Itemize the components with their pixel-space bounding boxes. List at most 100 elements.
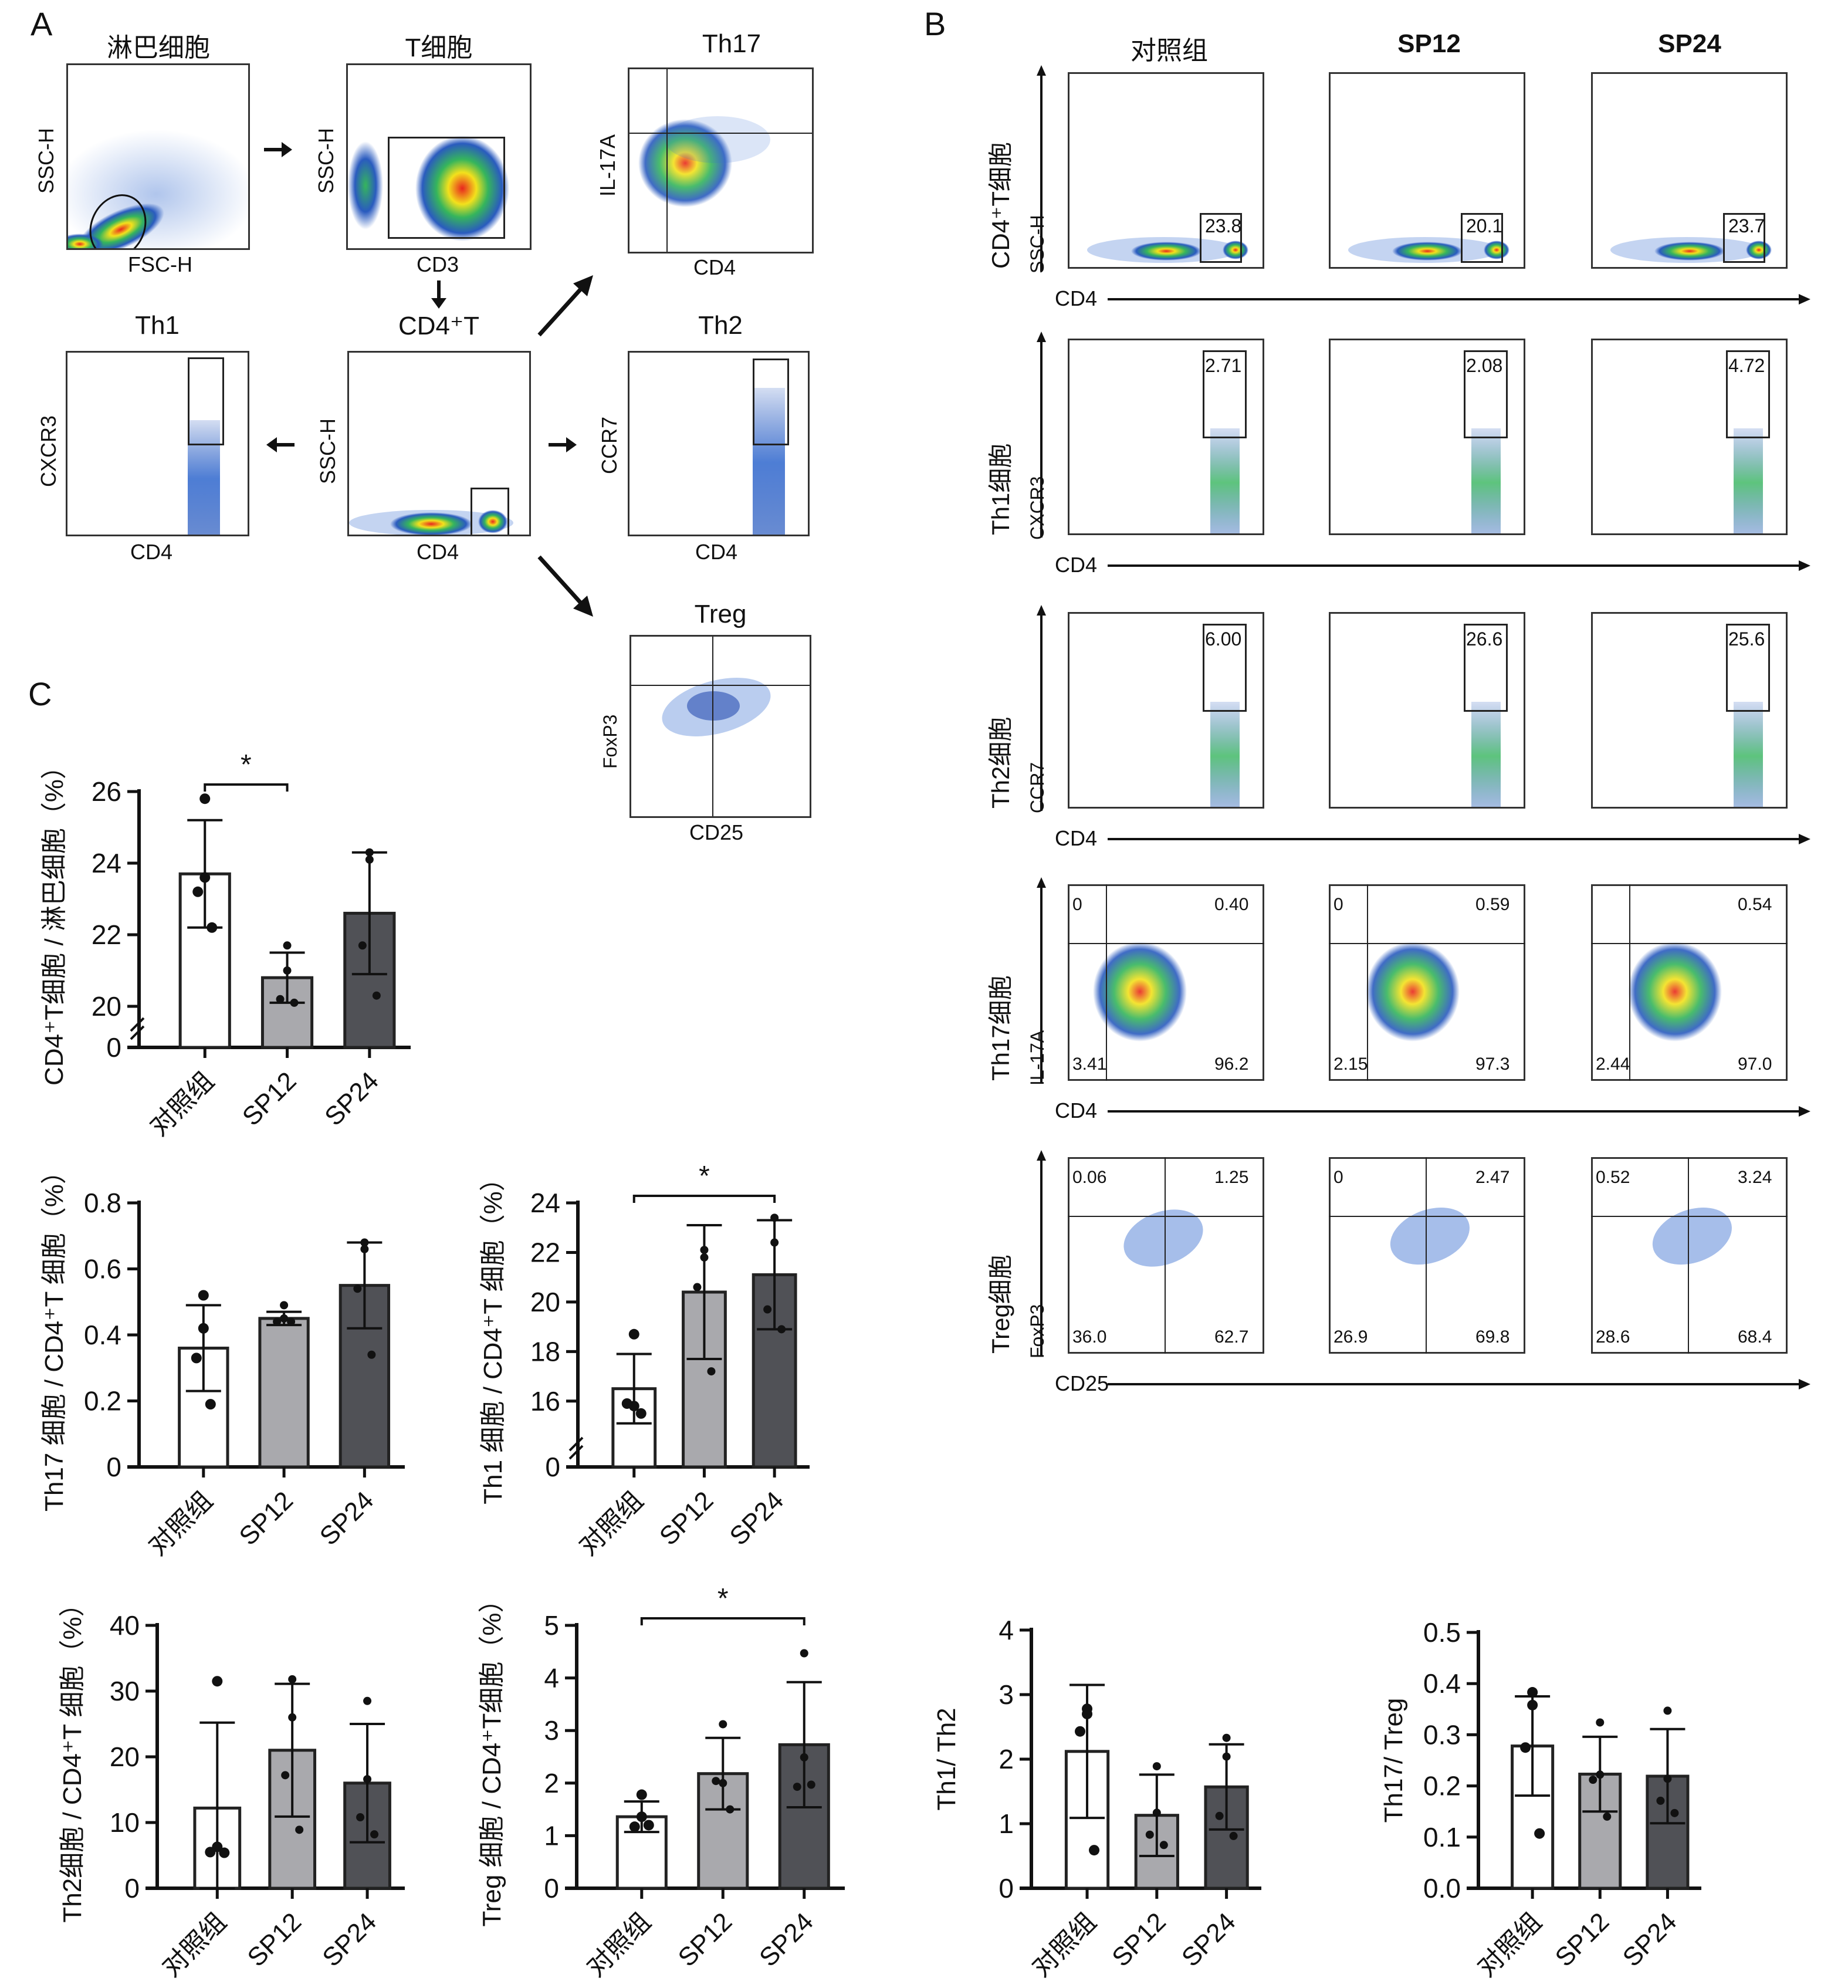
bar [682, 1290, 727, 1469]
bar [1511, 1744, 1555, 1890]
quadrant-line-h [1068, 943, 1264, 944]
data-point [370, 1830, 379, 1839]
y-axis-label: CXCR3 [1027, 476, 1048, 540]
row-label-text: Th17细胞 [987, 975, 1014, 1081]
axis-break-mark [130, 1025, 145, 1040]
y-axis-label: Th17/ Treg [1379, 1698, 1408, 1823]
facs-plot-cd4t [347, 351, 531, 536]
data-point [707, 1367, 716, 1376]
bar [178, 872, 231, 1049]
y-tick-label: 30 [110, 1676, 140, 1706]
data-point [1603, 1812, 1612, 1821]
data-point [800, 1753, 808, 1762]
data-point [1159, 1841, 1168, 1850]
data-point [198, 1290, 209, 1301]
x-tick-label: SP24 [319, 1066, 384, 1131]
arrow-down-right-icon [537, 555, 593, 617]
quadrant-line-v [1629, 884, 1630, 1081]
data-point [1534, 1828, 1545, 1839]
data-point [192, 886, 204, 897]
gate-percentage: 23.7 [1728, 215, 1765, 236]
quadrant-value-ll: 2.44 [1596, 1054, 1630, 1074]
y-axis-arrow-icon [1037, 65, 1046, 271]
y-tick-label: 4 [544, 1663, 559, 1693]
row-label: Th17细胞 [981, 975, 1017, 1081]
data-point [280, 1314, 289, 1323]
x-tick-label: SP24 [314, 1486, 380, 1551]
data-point [1670, 1808, 1679, 1817]
gate [1200, 213, 1242, 263]
x-tick-label: SP12 [233, 1486, 299, 1551]
data-point [1089, 1845, 1100, 1856]
bar [611, 1387, 657, 1469]
bar [1204, 1785, 1249, 1890]
data-point [1152, 1762, 1161, 1771]
facs-plot [1329, 72, 1525, 269]
data-point [363, 1696, 372, 1705]
y-label-treg: FoxP3 [600, 714, 621, 769]
x-tick-label: SP24 [754, 1907, 819, 1972]
y-tick-label: 2 [999, 1744, 1014, 1774]
y-axis-label: Th1 细胞 / CD4⁺T 细胞（%） [479, 1165, 507, 1504]
data-point [1075, 1726, 1086, 1737]
row-label: Th2细胞 [981, 717, 1017, 809]
x-label-th1: CD4 [130, 540, 173, 564]
quadrant-line-h [1591, 943, 1788, 944]
significance-bracket [640, 1617, 805, 1625]
quadrant-value-ll: 26.9 [1333, 1327, 1368, 1347]
significance-star: * [699, 1161, 710, 1192]
x-label-treg: CD25 [689, 820, 744, 844]
gate-percentage: 25.6 [1728, 628, 1765, 650]
gate [1723, 213, 1765, 263]
data-point [777, 1325, 786, 1334]
quadrant-value-ul: 0 [1333, 1168, 1343, 1187]
x-axis-arrow-icon [1108, 560, 1810, 571]
facs-plot-lymph [66, 63, 250, 250]
bar [193, 1806, 242, 1890]
data-point [1222, 1752, 1231, 1761]
data-point [1656, 1796, 1665, 1805]
x-label-th2: CD4 [695, 540, 738, 564]
gate [1464, 624, 1508, 712]
bar [697, 1772, 749, 1890]
y-label-th17: IL-17A [595, 134, 620, 197]
row-label-text: Th1细胞 [987, 443, 1014, 535]
data-point [1589, 1776, 1597, 1784]
y-tick-label: 3 [999, 1679, 1014, 1710]
x-tick-label: 对照组 [144, 1066, 219, 1141]
data-point [295, 1825, 304, 1834]
bar [260, 976, 314, 1049]
plot-title-th2: Th2 [698, 311, 743, 340]
x-label-tcell: CD3 [417, 252, 459, 276]
x-tick-label: SP12 [1106, 1907, 1172, 1972]
data-point [719, 1720, 727, 1729]
quadrant-value-lr: 97.3 [1475, 1054, 1510, 1074]
data-point [205, 1399, 216, 1410]
x-tick-label: 对照组 [574, 1486, 649, 1561]
data-point [276, 995, 285, 1003]
x-tick-label: SP24 [1176, 1907, 1241, 1972]
y-tick-label: 10 [110, 1807, 140, 1838]
data-point [793, 1783, 801, 1791]
x-axis-label: CD4 [1055, 826, 1098, 850]
quadrant-value-ll: 36.0 [1072, 1327, 1107, 1347]
quadrant-line-h [1329, 943, 1525, 944]
x-axis-label: CD4 [1055, 553, 1098, 577]
x-tick-label: SP24 [724, 1486, 789, 1551]
bar [339, 1284, 391, 1469]
data-point [726, 1805, 735, 1814]
y-label-th1: CXCR3 [36, 415, 60, 487]
y-tick-label: 2 [544, 1768, 559, 1798]
y-axis-arrow-icon [1037, 877, 1046, 1083]
panel-b-label: B [924, 5, 946, 42]
data-point [360, 1238, 369, 1247]
y-tick-label: 1 [544, 1820, 559, 1851]
data-point [712, 1777, 720, 1786]
gate-percentage: 2.08 [1466, 355, 1503, 376]
bar [1134, 1814, 1179, 1890]
bar [178, 1347, 229, 1469]
data-point [281, 1771, 290, 1780]
axis-break-mark [130, 1017, 145, 1032]
data-point [273, 1317, 282, 1326]
data-point [719, 1779, 727, 1787]
